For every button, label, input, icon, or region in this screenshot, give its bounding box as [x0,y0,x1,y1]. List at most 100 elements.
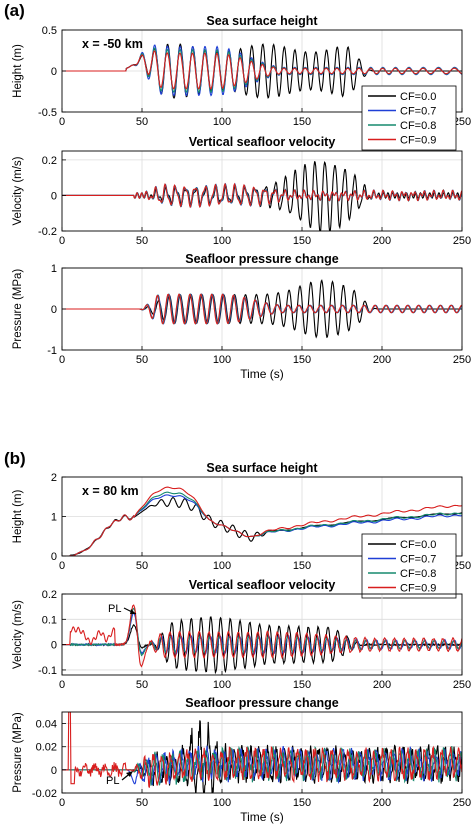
legend-entry: CF=0.8 [400,568,436,580]
y-tick-label: 0.1 [42,614,57,626]
x-axis-label: Time (s) [240,367,284,381]
y-tick-label: 0.5 [42,25,57,37]
x-tick-label: 250 [453,354,471,366]
chart-title: Sea surface height [206,14,318,28]
y-tick-label: 1 [51,512,57,524]
y-tick-label: 0 [51,66,57,78]
legend-entry: CF=0.7 [400,106,436,118]
y-tick-label: 0.02 [36,742,57,754]
x-tick-label: 250 [453,235,471,247]
x-tick-label: 50 [136,560,148,572]
x-tick-label: 150 [293,797,311,809]
legend-entry: CF=0.7 [400,554,436,566]
x-tick-label: 0 [59,354,65,366]
series-line-CF-0_0 [62,616,462,675]
x-tick-label: 50 [136,679,148,691]
x-tick-label: 150 [293,354,311,366]
y-tick-label: -0.2 [38,226,57,238]
y-tick-label: 0 [51,765,57,777]
y-tick-label: -0.1 [38,665,57,677]
y-axis-label: Pressure (MPa) [12,712,24,793]
panel-label-a: (a) [4,1,25,20]
x-tick-label: 150 [293,235,311,247]
pl-label: PL [108,603,121,615]
panel-label-b: (b) [4,449,26,468]
series-group [62,43,462,100]
series-group [62,160,462,231]
x-tick-label: 150 [293,560,311,572]
x-tick-label: 200 [373,354,391,366]
x-tick-label: 0 [59,797,65,809]
series-group [62,712,462,793]
x-tick-label: 250 [453,797,471,809]
series-group [62,279,462,339]
y-tick-label: 0.2 [42,589,57,601]
y-tick-label: 2 [51,472,57,484]
series-line-CF-0_7 [62,745,462,786]
x-tick-label: 200 [373,679,391,691]
panel-annotation-b: x = 80 km [82,484,139,498]
x-tick-label: 200 [373,235,391,247]
series-line-CF-0_9 [62,712,462,788]
y-tick-label: -0.5 [38,107,57,119]
series-line-CF-0_9 [62,486,462,556]
x-tick-label: 100 [213,560,231,572]
x-tick-label: 100 [213,354,231,366]
x-tick-label: 150 [293,679,311,691]
y-tick-label: -1 [47,345,57,357]
x-tick-label: 100 [213,235,231,247]
legend: CF=0.0 CF=0.7 CF=0.8 CF=0.9 [361,85,457,151]
y-tick-label: 0 [51,551,57,563]
y-axis-label: Velocity (m/s) [12,156,24,225]
x-axis-label: Time (s) [240,810,284,824]
panel-annotation-a: x = -50 km [82,37,143,51]
series-group [62,604,462,675]
legend-entry: CF=0.0 [400,91,436,103]
y-tick-label: 0 [51,190,57,202]
series-line-CF-0_9 [62,50,462,90]
x-tick-label: 50 [136,116,148,128]
chart-title: Seafloor pressure change [185,252,339,266]
x-tick-label: 100 [213,679,231,691]
x-tick-label: 100 [213,116,231,128]
legend: CF=0.0 CF=0.7 CF=0.8 CF=0.9 [361,533,457,599]
pl-arrowhead [130,609,136,614]
x-tick-label: 150 [293,116,311,128]
x-tick-label: 0 [59,560,65,572]
pl-annotation-velocity: PL [108,603,137,615]
x-tick-label: 50 [136,797,148,809]
y-axis-label: Velocity (m/s) [12,600,24,669]
y-tick-label: 1 [51,263,57,275]
axes-box [61,711,463,794]
legend-entry: CF=0.8 [400,120,436,132]
x-tick-label: 50 [136,354,148,366]
chart-title: Sea surface height [206,461,318,475]
x-tick-label: 50 [136,235,148,247]
y-axis-label: Pressure (MPa) [12,269,24,350]
x-tick-label: 250 [453,560,471,572]
y-tick-label: 0 [51,304,57,316]
x-tick-label: 250 [453,679,471,691]
x-tick-label: 0 [59,235,65,247]
series-line-CF-0_9 [62,604,462,668]
x-tick-label: 0 [59,679,65,691]
series-line-CF-0_9 [62,293,462,325]
axes-box [61,593,463,676]
chart-4: 050100150200250012Sea surface heightHeig… [12,461,471,572]
y-axis-label: Height (m) [12,44,24,98]
chart-title: Vertical seafloor velocity [189,578,336,592]
chart-title: Seafloor pressure change [185,696,339,710]
series-line-CF-0_9 [62,182,462,209]
y-tick-label: 0.04 [36,719,57,731]
series-line-CF-0_8 [62,47,462,94]
x-tick-label: 0 [59,116,65,128]
pl-arrowhead [126,771,133,777]
pl-annotation-pressure: PL [106,771,133,787]
legend-entry: CF=0.0 [400,539,436,551]
y-tick-label: -0.02 [32,788,57,800]
